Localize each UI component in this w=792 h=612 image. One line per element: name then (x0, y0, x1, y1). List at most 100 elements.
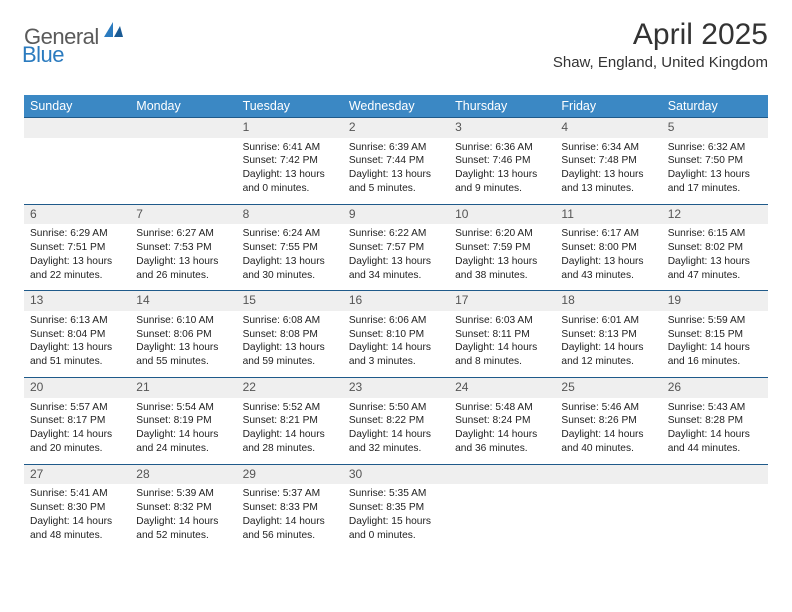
day-number: 24 (449, 378, 555, 398)
day-body: Sunrise: 6:32 AMSunset: 7:50 PMDaylight:… (662, 138, 768, 204)
sunrise-line: Sunrise: 6:24 AM (243, 227, 337, 241)
day-body: Sunrise: 5:57 AMSunset: 8:17 PMDaylight:… (24, 398, 130, 464)
sunrise-line: Sunrise: 6:15 AM (668, 227, 762, 241)
calendar-day-cell: 6Sunrise: 6:29 AMSunset: 7:51 PMDaylight… (24, 204, 130, 291)
sunrise-line: Sunrise: 5:35 AM (349, 487, 443, 501)
day-number (662, 465, 768, 485)
sunrise-line: Sunrise: 6:41 AM (243, 141, 337, 155)
sunset-line: Sunset: 8:30 PM (30, 501, 124, 515)
calendar-day-cell: 25Sunrise: 5:46 AMSunset: 8:26 PMDayligh… (555, 377, 661, 464)
calendar-table: SundayMondayTuesdayWednesdayThursdayFrid… (24, 95, 768, 550)
daylight-line: Daylight: 14 hours and 32 minutes. (349, 428, 443, 456)
day-number: 1 (237, 118, 343, 138)
day-body: Sunrise: 5:48 AMSunset: 8:24 PMDaylight:… (449, 398, 555, 464)
day-body: Sunrise: 5:37 AMSunset: 8:33 PMDaylight:… (237, 484, 343, 550)
weekday-header: Monday (130, 95, 236, 118)
calendar-day-cell: 11Sunrise: 6:17 AMSunset: 8:00 PMDayligh… (555, 204, 661, 291)
day-body: Sunrise: 6:24 AMSunset: 7:55 PMDaylight:… (237, 224, 343, 290)
day-number: 16 (343, 291, 449, 311)
day-number: 13 (24, 291, 130, 311)
daylight-line: Daylight: 14 hours and 36 minutes. (455, 428, 549, 456)
sunrise-line: Sunrise: 5:48 AM (455, 401, 549, 415)
calendar-day-cell: 26Sunrise: 5:43 AMSunset: 8:28 PMDayligh… (662, 377, 768, 464)
calendar-empty-cell (130, 118, 236, 205)
sunset-line: Sunset: 8:17 PM (30, 414, 124, 428)
daylight-line: Daylight: 13 hours and 5 minutes. (349, 168, 443, 196)
weekday-header: Saturday (662, 95, 768, 118)
calendar-day-cell: 15Sunrise: 6:08 AMSunset: 8:08 PMDayligh… (237, 291, 343, 378)
calendar-day-cell: 27Sunrise: 5:41 AMSunset: 8:30 PMDayligh… (24, 464, 130, 550)
calendar-header-row: SundayMondayTuesdayWednesdayThursdayFrid… (24, 95, 768, 118)
day-number: 18 (555, 291, 661, 311)
logo-blue-line: Blue (24, 42, 64, 68)
sunset-line: Sunset: 8:19 PM (136, 414, 230, 428)
sunrise-line: Sunrise: 5:41 AM (30, 487, 124, 501)
calendar-week-row: 6Sunrise: 6:29 AMSunset: 7:51 PMDaylight… (24, 204, 768, 291)
calendar-empty-cell (449, 464, 555, 550)
header: General April 2025 Shaw, England, United… (24, 18, 768, 71)
daylight-line: Daylight: 14 hours and 20 minutes. (30, 428, 124, 456)
sunset-line: Sunset: 8:06 PM (136, 328, 230, 342)
sunset-line: Sunset: 8:08 PM (243, 328, 337, 342)
day-number: 12 (662, 205, 768, 225)
sunrise-line: Sunrise: 5:54 AM (136, 401, 230, 415)
day-body: Sunrise: 6:27 AMSunset: 7:53 PMDaylight:… (130, 224, 236, 290)
sunset-line: Sunset: 7:42 PM (243, 154, 337, 168)
day-body: Sunrise: 6:15 AMSunset: 8:02 PMDaylight:… (662, 224, 768, 290)
day-body (130, 138, 236, 200)
day-number: 7 (130, 205, 236, 225)
day-body: Sunrise: 6:03 AMSunset: 8:11 PMDaylight:… (449, 311, 555, 377)
daylight-line: Daylight: 13 hours and 17 minutes. (668, 168, 762, 196)
daylight-line: Daylight: 14 hours and 12 minutes. (561, 341, 655, 369)
sunset-line: Sunset: 8:28 PM (668, 414, 762, 428)
day-number: 21 (130, 378, 236, 398)
sunrise-line: Sunrise: 6:27 AM (136, 227, 230, 241)
sunset-line: Sunset: 8:11 PM (455, 328, 549, 342)
day-number (555, 465, 661, 485)
sunrise-line: Sunrise: 5:57 AM (30, 401, 124, 415)
sunset-line: Sunset: 8:21 PM (243, 414, 337, 428)
calendar-day-cell: 24Sunrise: 5:48 AMSunset: 8:24 PMDayligh… (449, 377, 555, 464)
daylight-line: Daylight: 13 hours and 51 minutes. (30, 341, 124, 369)
calendar-day-cell: 29Sunrise: 5:37 AMSunset: 8:33 PMDayligh… (237, 464, 343, 550)
day-number (449, 465, 555, 485)
day-body: Sunrise: 6:17 AMSunset: 8:00 PMDaylight:… (555, 224, 661, 290)
calendar-day-cell: 28Sunrise: 5:39 AMSunset: 8:32 PMDayligh… (130, 464, 236, 550)
calendar-week-row: 13Sunrise: 6:13 AMSunset: 8:04 PMDayligh… (24, 291, 768, 378)
calendar-day-cell: 18Sunrise: 6:01 AMSunset: 8:13 PMDayligh… (555, 291, 661, 378)
weekday-header: Sunday (24, 95, 130, 118)
sunset-line: Sunset: 8:35 PM (349, 501, 443, 515)
day-number: 14 (130, 291, 236, 311)
day-body: Sunrise: 6:01 AMSunset: 8:13 PMDaylight:… (555, 311, 661, 377)
calendar-day-cell: 1Sunrise: 6:41 AMSunset: 7:42 PMDaylight… (237, 118, 343, 205)
calendar-day-cell: 30Sunrise: 5:35 AMSunset: 8:35 PMDayligh… (343, 464, 449, 550)
sunset-line: Sunset: 8:00 PM (561, 241, 655, 255)
day-body: Sunrise: 5:46 AMSunset: 8:26 PMDaylight:… (555, 398, 661, 464)
sunrise-line: Sunrise: 6:20 AM (455, 227, 549, 241)
daylight-line: Daylight: 15 hours and 0 minutes. (349, 515, 443, 543)
sunset-line: Sunset: 7:53 PM (136, 241, 230, 255)
daylight-line: Daylight: 14 hours and 8 minutes. (455, 341, 549, 369)
daylight-line: Daylight: 13 hours and 38 minutes. (455, 255, 549, 283)
calendar-day-cell: 12Sunrise: 6:15 AMSunset: 8:02 PMDayligh… (662, 204, 768, 291)
day-number: 22 (237, 378, 343, 398)
weekday-header: Tuesday (237, 95, 343, 118)
calendar-day-cell: 3Sunrise: 6:36 AMSunset: 7:46 PMDaylight… (449, 118, 555, 205)
calendar-day-cell: 13Sunrise: 6:13 AMSunset: 8:04 PMDayligh… (24, 291, 130, 378)
daylight-line: Daylight: 14 hours and 48 minutes. (30, 515, 124, 543)
sunset-line: Sunset: 7:55 PM (243, 241, 337, 255)
logo-mark-icon (104, 20, 124, 43)
sunrise-line: Sunrise: 5:59 AM (668, 314, 762, 328)
sunset-line: Sunset: 7:50 PM (668, 154, 762, 168)
sunset-line: Sunset: 7:46 PM (455, 154, 549, 168)
day-body: Sunrise: 5:43 AMSunset: 8:28 PMDaylight:… (662, 398, 768, 464)
day-number: 23 (343, 378, 449, 398)
sunrise-line: Sunrise: 5:46 AM (561, 401, 655, 415)
title-block: April 2025 Shaw, England, United Kingdom (553, 18, 768, 71)
sunrise-line: Sunrise: 5:39 AM (136, 487, 230, 501)
sunset-line: Sunset: 8:15 PM (668, 328, 762, 342)
sunset-line: Sunset: 8:10 PM (349, 328, 443, 342)
day-number: 4 (555, 118, 661, 138)
daylight-line: Daylight: 13 hours and 22 minutes. (30, 255, 124, 283)
sunrise-line: Sunrise: 6:06 AM (349, 314, 443, 328)
